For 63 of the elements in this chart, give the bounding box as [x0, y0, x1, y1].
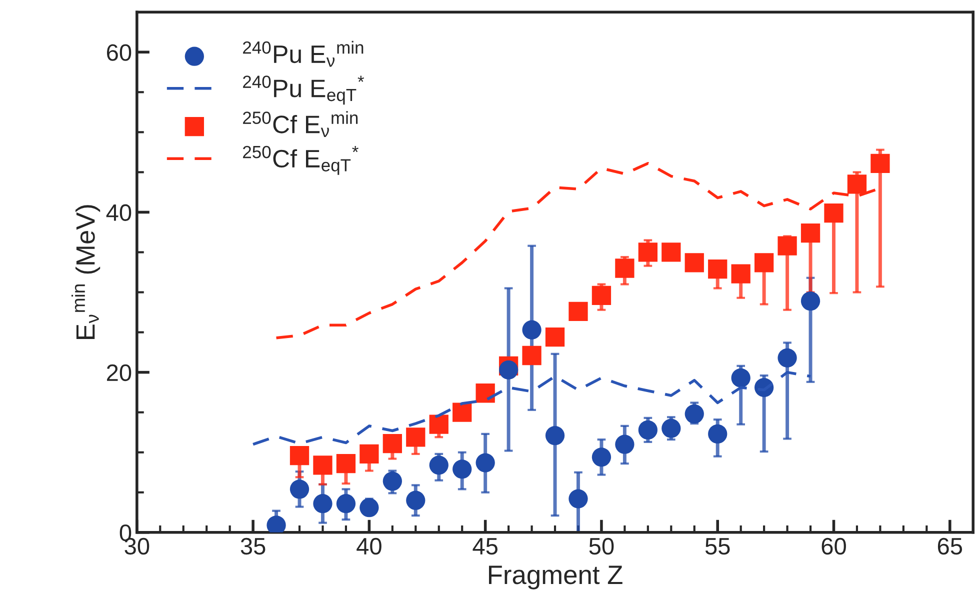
point: [870, 154, 890, 173]
point: [592, 448, 612, 467]
y-tick-label: 60: [107, 44, 132, 61]
legend-label: $^{240}$Pu E$_{ν}$$^{min}$: [243, 40, 364, 67]
point: [662, 242, 681, 262]
point: [684, 253, 704, 272]
point: [313, 494, 332, 514]
x-tick-label: 45: [472, 538, 498, 555]
point: [754, 253, 774, 272]
x-axis-title: Fragment Z: [488, 566, 622, 590]
y-tick-label: 40: [106, 204, 132, 222]
x-tick-label: 55: [705, 538, 730, 555]
point: [638, 420, 658, 440]
y-tick-label: 20: [106, 364, 132, 382]
point: [592, 286, 612, 306]
point: [336, 454, 356, 474]
point: [638, 242, 658, 262]
point: [476, 453, 495, 472]
legend-label: $^{250}$Cf E$_{ν}$$^{min}$: [243, 111, 358, 138]
point: [662, 418, 681, 438]
point: [568, 489, 588, 508]
point: [360, 498, 379, 518]
point: [452, 460, 472, 479]
point: [429, 414, 448, 434]
point: [406, 490, 426, 510]
point: [545, 328, 565, 347]
point: [360, 444, 379, 464]
point: [406, 428, 426, 447]
point: [290, 480, 310, 499]
y-axis-title: E$_{ν}$$^{min}$ (MeV): [71, 205, 100, 339]
point: [731, 368, 750, 388]
point: [615, 434, 634, 454]
point: [545, 426, 565, 446]
point: [313, 456, 332, 475]
point: [778, 236, 797, 256]
point: [290, 446, 310, 466]
point: [476, 384, 495, 403]
x-tick-label: 50: [589, 538, 614, 555]
legend-label: $^{250}$Cf E$_{eqT}$$^{*}$: [243, 146, 358, 175]
point: [708, 424, 728, 444]
point: [684, 404, 704, 424]
point: [498, 360, 518, 380]
point: [800, 291, 820, 311]
x-tick-label: 40: [356, 538, 382, 555]
point: [708, 259, 728, 279]
point: [615, 258, 634, 278]
point: [522, 320, 542, 340]
point: [382, 434, 402, 454]
point: [731, 264, 750, 284]
legend-label: $^{240}$Pu E$_{eqT}$$^{*}$: [243, 76, 364, 105]
point: [800, 223, 820, 243]
point: [429, 456, 448, 475]
point: [522, 346, 542, 366]
x-tick-label: 60: [822, 538, 846, 555]
x-tick-label: 35: [240, 538, 266, 555]
point: [778, 348, 797, 368]
point: [847, 174, 867, 194]
x-tick-label: 65: [938, 538, 962, 555]
point: [382, 472, 402, 491]
point: [452, 402, 472, 422]
point: [824, 203, 844, 223]
point: [336, 494, 356, 514]
point: [568, 302, 588, 322]
